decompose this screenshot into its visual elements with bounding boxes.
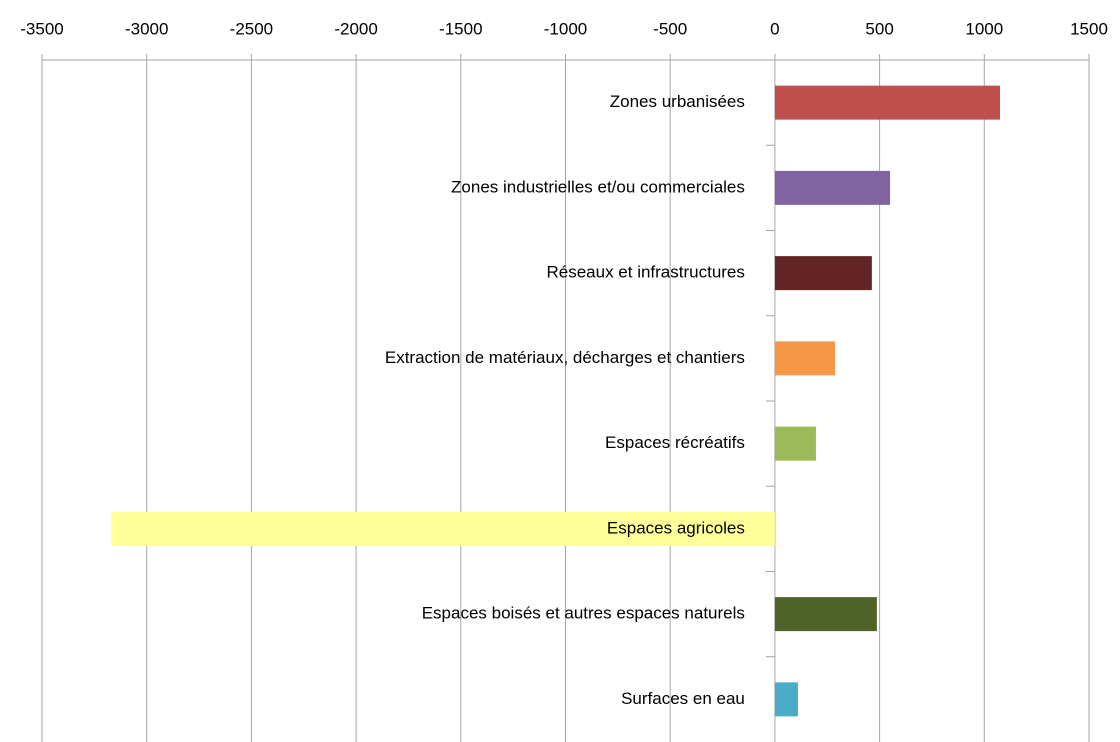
bar <box>774 85 1001 120</box>
category-label: Espaces boisés et autres espaces naturel… <box>422 604 745 623</box>
x-tick-label: -3500 <box>20 19 63 38</box>
bar <box>774 256 872 291</box>
category-label: Espaces agricoles <box>607 518 745 537</box>
x-tick-label: 500 <box>865 19 893 38</box>
category-label: Surfaces en eau <box>621 689 745 708</box>
category-label: Zones urbanisées <box>610 92 745 111</box>
x-tick-label: 0 <box>770 19 779 38</box>
category-label: Espaces récréatifs <box>605 433 745 452</box>
bar <box>774 597 877 632</box>
x-tick-label: -1000 <box>544 19 587 38</box>
bar <box>111 511 775 546</box>
x-tick-label: -1500 <box>439 19 482 38</box>
x-tick-label: -500 <box>653 19 687 38</box>
category-label: Zones industrielles et/ou commerciales <box>451 177 745 196</box>
x-tick-label: -2000 <box>334 19 377 38</box>
bar <box>774 170 891 205</box>
x-tick-label: -2500 <box>230 19 273 38</box>
bar <box>774 682 798 717</box>
bar <box>774 341 835 376</box>
x-tick-label: 1500 <box>1070 19 1108 38</box>
bar <box>774 426 816 461</box>
x-tick-label: 1000 <box>965 19 1003 38</box>
x-tick-label: -3000 <box>125 19 168 38</box>
category-label: Réseaux et infrastructures <box>546 263 744 282</box>
category-label: Extraction de matériaux, décharges et ch… <box>385 348 745 367</box>
